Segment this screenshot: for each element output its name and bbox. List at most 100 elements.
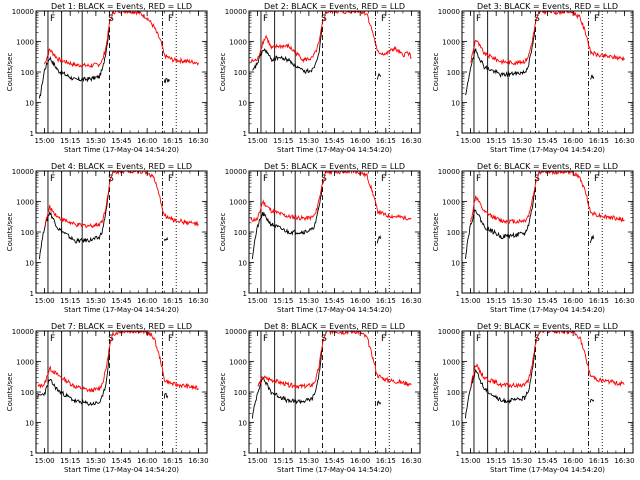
x-tick-label: 16:00: [563, 137, 583, 145]
y-tick-label: 10000: [438, 328, 460, 336]
interval-marker: F: [476, 334, 481, 344]
y-tick-label: 1: [30, 290, 34, 298]
x-tick-label: 16:15: [163, 457, 183, 465]
y-tick-label: 100: [234, 389, 247, 397]
x-axis-label: Start Time (17-May-04 14:54:20): [490, 306, 605, 314]
y-tick-label: 10: [25, 100, 34, 108]
x-tick-label: 16:00: [350, 297, 370, 305]
y-tick-label: 1000: [442, 39, 460, 47]
y-tick-label: 1: [30, 130, 34, 138]
x-tick-label: 15:00: [460, 297, 480, 305]
y-tick-label: 10: [25, 420, 34, 428]
x-tick-label: 15:30: [512, 457, 532, 465]
x-tick-label: 16:00: [350, 137, 370, 145]
lld-series-line: [44, 11, 199, 68]
y-tick-label: 100: [21, 389, 34, 397]
x-tick-label: 16:30: [614, 297, 634, 305]
panel-title: Det 6: BLACK = Events, RED = LLD: [477, 162, 618, 171]
y-tick-label: 100: [447, 389, 460, 397]
x-tick-label: 15:45: [537, 457, 557, 465]
y-tick-label: 1000: [229, 39, 247, 47]
x-tick-label: 15:30: [299, 457, 319, 465]
y-tick-label: 10000: [12, 168, 34, 176]
x-tick-label: 15:30: [86, 297, 106, 305]
interval-marker: F: [50, 334, 55, 344]
lld-series-line: [470, 331, 625, 389]
x-tick-label: 15:30: [299, 297, 319, 305]
y-tick-label: 100: [21, 69, 34, 77]
y-tick-label: 100: [447, 69, 460, 77]
x-tick-label: 16:15: [376, 297, 396, 305]
x-axis-label: Start Time (17-May-04 14:54:20): [64, 466, 179, 474]
y-axis-label: Counts/sec: [219, 373, 227, 412]
interval-marker: F: [168, 14, 173, 24]
lld-series-line: [470, 11, 625, 66]
x-tick-label: 16:15: [163, 137, 183, 145]
interval-marker: S: [108, 174, 114, 184]
events-series-line: [252, 26, 323, 75]
events-series-late-line: [589, 399, 595, 403]
events-series-late-line: [163, 392, 169, 399]
x-tick-label: 15:15: [60, 137, 80, 145]
y-axis-label: Counts/sec: [432, 373, 440, 412]
panel-title: Det 7: BLACK = Events, RED = LLD: [51, 322, 192, 331]
events-series-late-line: [376, 234, 382, 244]
events-series-late-line: [376, 400, 382, 406]
x-tick-label: 15:15: [60, 457, 80, 465]
interval-marker: F: [168, 174, 173, 184]
y-tick-label: 1: [30, 450, 34, 458]
y-tick-label: 1000: [16, 39, 34, 47]
y-tick-label: 1000: [229, 199, 247, 207]
x-tick-label: 15:45: [111, 137, 131, 145]
x-tick-label: 15:45: [537, 137, 557, 145]
lld-series-line: [37, 331, 199, 393]
x-tick-label: 16:15: [589, 137, 609, 145]
y-tick-label: 1: [243, 450, 247, 458]
x-tick-label: 16:30: [188, 137, 208, 145]
events-series-line: [38, 26, 110, 99]
x-tick-label: 15:00: [247, 297, 267, 305]
x-tick-label: 16:00: [563, 297, 583, 305]
lld-series-line: [250, 171, 412, 223]
x-tick-label: 15:15: [486, 457, 506, 465]
x-tick-label: 16:30: [188, 297, 208, 305]
interval-marker: F: [594, 334, 599, 344]
x-tick-label: 16:15: [376, 457, 396, 465]
x-axis-label: Start Time (17-May-04 14:54:20): [490, 466, 605, 474]
interval-marker: S: [534, 14, 540, 24]
x-tick-label: 15:00: [34, 137, 54, 145]
y-axis-label: Counts/sec: [219, 53, 227, 92]
x-axis-label: Start Time (17-May-04 14:54:20): [277, 146, 392, 154]
y-axis-label: Counts/sec: [432, 53, 440, 92]
x-tick-label: 15:30: [299, 137, 319, 145]
y-tick-label: 10000: [225, 168, 247, 176]
events-series-late-line: [376, 72, 382, 80]
x-tick-label: 15:15: [273, 137, 293, 145]
events-series-line: [37, 352, 110, 407]
x-tick-label: 16:15: [589, 457, 609, 465]
x-tick-label: 15:45: [111, 457, 131, 465]
x-tick-label: 15:30: [86, 457, 106, 465]
y-tick-label: 1000: [16, 199, 34, 207]
x-tick-label: 16:15: [589, 297, 609, 305]
y-axis-label: Counts/sec: [6, 53, 14, 92]
x-tick-label: 15:00: [460, 457, 480, 465]
x-tick-label: 15:30: [86, 137, 106, 145]
interval-marker: F: [381, 14, 386, 24]
interval-marker: F: [263, 174, 268, 184]
x-tick-label: 15:15: [273, 457, 293, 465]
x-axis-label: Start Time (17-May-04 14:54:20): [64, 146, 179, 154]
events-series-line: [464, 26, 536, 96]
x-tick-label: 15:45: [111, 297, 131, 305]
events-series-late-line: [589, 234, 595, 244]
x-tick-label: 16:00: [563, 457, 583, 465]
x-tick-label: 16:00: [137, 457, 157, 465]
y-tick-label: 10000: [225, 8, 247, 16]
lld-series-line: [470, 171, 625, 225]
x-axis-label: Start Time (17-May-04 14:54:20): [277, 466, 392, 474]
y-axis-label: Counts/sec: [6, 373, 14, 412]
x-tick-label: 15:45: [324, 297, 344, 305]
x-tick-label: 16:15: [376, 137, 396, 145]
